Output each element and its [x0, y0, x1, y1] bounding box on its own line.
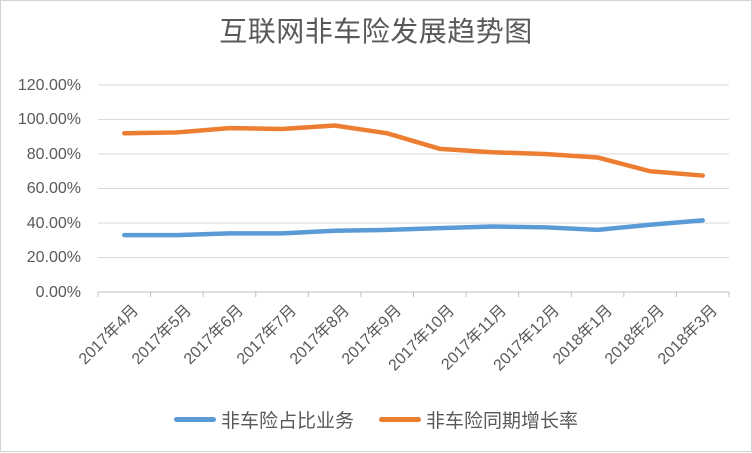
y-axis-tick-label: 40.00% — [26, 214, 81, 232]
y-axis-tick-label: 80.00% — [26, 145, 81, 163]
legend: 非车险占比业务 非车险同期增长率 — [1, 406, 751, 432]
y-axis-tick-label: 0.00% — [35, 283, 81, 301]
series-line-0 — [122, 218, 705, 238]
legend-item-growth: 非车险同期增长率 — [379, 406, 578, 433]
legend-label-share: 非车险占比业务 — [220, 410, 354, 432]
legend-line-swatch-blue — [173, 416, 216, 422]
chart-title: 互联网非车险发展趋势图 — [219, 16, 533, 47]
series-line-1 — [122, 123, 705, 178]
y-axis-tick-label: 120.00% — [17, 76, 81, 94]
legend-label-growth: 非车险同期增长率 — [426, 410, 579, 432]
legend-line-swatch-orange — [379, 416, 421, 422]
y-axis-tick-label: 60.00% — [26, 180, 81, 197]
y-axis-tick-label: 100.00% — [17, 111, 81, 128]
y-axis-tick-label: 20.00% — [26, 249, 81, 266]
legend-item-share: 非车险占比业务 — [173, 406, 354, 433]
